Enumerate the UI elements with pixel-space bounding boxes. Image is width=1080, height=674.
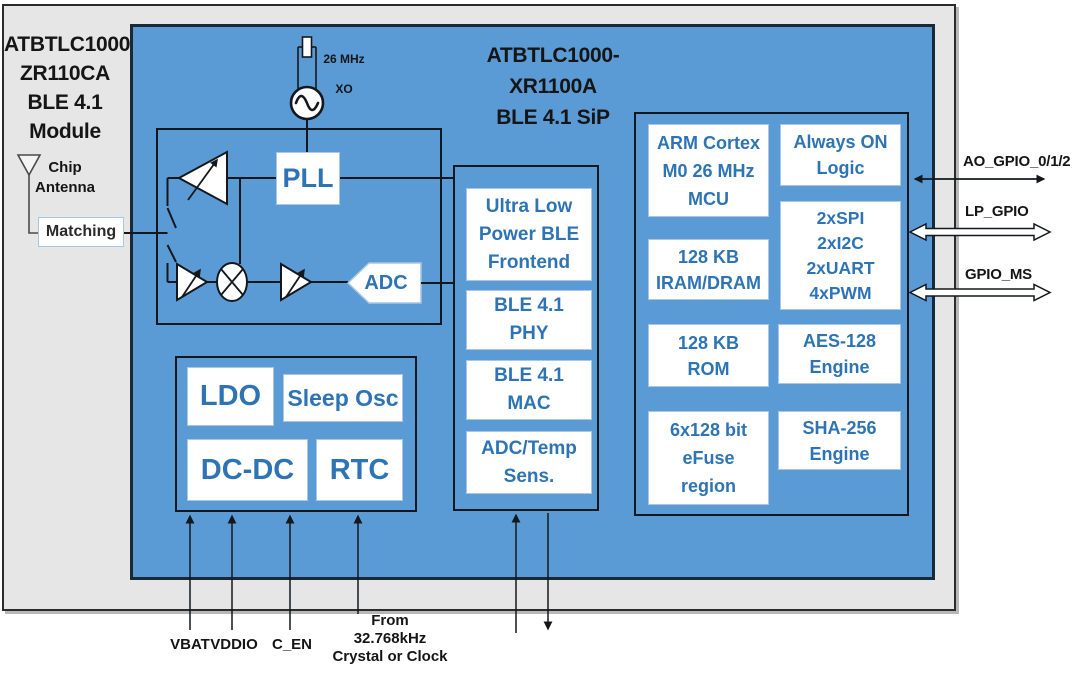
- clock-in-pin-label: From 32.768kHz Crystal or Clock: [332, 612, 448, 665]
- c-en-pin-label: C_EN: [271, 636, 312, 653]
- efuse-region-block: 6x128 bit eFuse region: [648, 411, 769, 505]
- sha-engine-block: SHA-256 Engine: [778, 411, 901, 470]
- power-section-outline: [175, 356, 417, 512]
- crystal-freq: 26 MHz: [323, 52, 365, 66]
- dcdc-block: DC-DC: [187, 439, 308, 501]
- crystal-label: 26 MHz XO: [320, 37, 368, 112]
- ble-section-outline: [453, 165, 599, 511]
- sleep-osc-block: Sleep Osc: [283, 374, 403, 422]
- rtc-block: RTC: [316, 439, 403, 501]
- adc-temp-sensor-block: ADC/Temp Sens.: [466, 431, 592, 494]
- arm-cortex-block: ARM Cortex M0 26 MHz MCU: [648, 124, 769, 217]
- rf-section-outline: [156, 128, 442, 325]
- gpio-ms-label: GPIO_MS: [965, 266, 1032, 283]
- ao-gpio-label: AO_GPIO_0/1/2: [963, 153, 1071, 170]
- vddio-pin-label: VDDIO: [210, 636, 258, 653]
- module-title: ATBTLC1000 ZR110CA BLE 4.1 Module: [4, 33, 131, 143]
- iram-dram-block: 128 KB IRAM/DRAM: [648, 239, 769, 300]
- pll-block: PLL: [276, 152, 340, 205]
- always-on-logic-block: Always ON Logic: [780, 124, 901, 186]
- chip-antenna-label: Chip Antenna: [35, 159, 95, 196]
- ldo-block: LDO: [187, 367, 274, 426]
- mcu-section-outline: [634, 112, 909, 516]
- ble-frontend-block: Ultra Low Power BLE Frontend: [466, 188, 592, 281]
- matching-label: Matching: [45, 223, 117, 240]
- vbat-pin-label: VBAT: [170, 636, 210, 653]
- ble-phy-block: BLE 4.1 PHY: [466, 290, 592, 350]
- ble-mac-block: BLE 4.1 MAC: [466, 360, 592, 420]
- rom-block: 128 KB ROM: [648, 324, 769, 387]
- lp-gpio-label: LP_GPIO: [965, 203, 1029, 220]
- aes-engine-block: AES-128 Engine: [778, 324, 901, 384]
- peripherals-block: 2xSPI 2xI2C 2xUART 4xPWM: [780, 201, 901, 310]
- sip-title: ATBTLC1000- XR1100A BLE 4.1 SiP: [486, 44, 620, 129]
- matching-network-block: Matching: [38, 217, 124, 247]
- adc-block-label: ADC: [364, 271, 408, 294]
- crystal-name: XO: [335, 82, 353, 96]
